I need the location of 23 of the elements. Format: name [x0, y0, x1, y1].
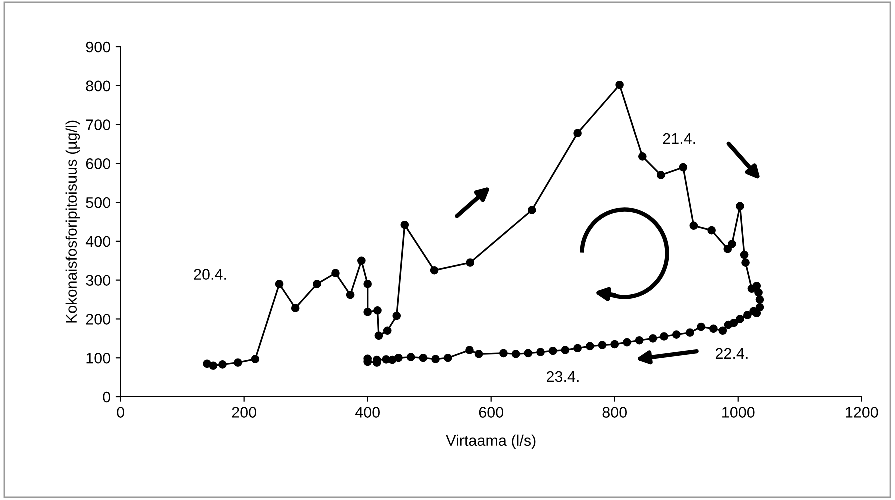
y-tick-label: 200 — [86, 314, 111, 325]
x-axis-title: Virtaama (l/s) — [446, 434, 536, 450]
annotation: 23.4. — [547, 371, 579, 382]
y-tick-label: 0 — [103, 392, 111, 403]
x-tick-label: 1000 — [722, 407, 755, 418]
y-tick-label: 400 — [86, 236, 111, 248]
y-tick-label: 300 — [86, 275, 111, 286]
x-tick-label: 800 — [602, 407, 628, 418]
y-tick-label: 600 — [86, 158, 111, 170]
annotation: 22.4. — [716, 348, 748, 359]
y-tick-label: 500 — [86, 197, 111, 208]
y-tick-label: 800 — [86, 80, 111, 92]
y-tick-label: 700 — [86, 120, 111, 130]
annotation: 20.4. — [194, 269, 226, 280]
y-tick-label: 900 — [86, 42, 111, 53]
x-tick-label: 200 — [232, 407, 256, 418]
y-axis-title: Kokonaisfosforipitoisuus (µg/l) — [66, 120, 80, 323]
y-tick-label: 100 — [86, 352, 111, 364]
x-tick-label: 1200 — [846, 407, 878, 418]
x-tick-label: 600 — [479, 407, 504, 418]
annotation: 21.4. — [663, 133, 696, 144]
x-tick-label: 0 — [117, 407, 124, 418]
x-tick-label: 400 — [355, 407, 380, 418]
